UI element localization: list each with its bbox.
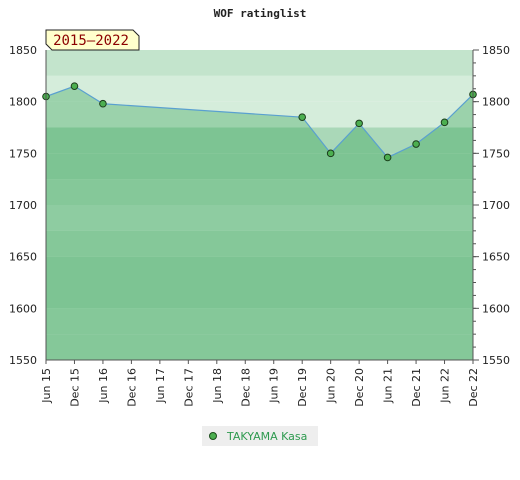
x-tick-label: Dec 20 [353,368,366,407]
y-tick-label: 1600 [482,302,510,315]
y-tick-label: 1750 [9,147,37,160]
y-tick-label: 1850 [482,44,510,57]
x-tick-label: Jun 19 [268,368,281,404]
data-point [70,82,79,90]
x-tick-label: Jun 22 [439,368,452,404]
data-point [99,99,107,108]
data-point [298,113,307,121]
x-tick-label: Dec 19 [296,368,309,407]
y-tick-label: 1600 [9,302,37,315]
x-tick-label: Jun 15 [40,368,53,404]
x-tick-label: Jun 18 [211,368,224,404]
y-tick-label: 1650 [9,251,37,264]
x-tick-label: Dec 21 [410,368,423,407]
x-tick-label: Jun 20 [325,368,338,404]
band [46,50,473,76]
area-above-line [46,50,473,158]
x-tick-label: Dec 17 [182,368,195,407]
rating-line [45,85,474,159]
data-points [42,82,477,162]
badge-label: 2015–2022 [53,33,129,49]
data-point [383,153,392,162]
y-tick-label: 1800 [482,96,510,109]
y-tick-label: 1650 [482,251,510,264]
x-tick-label: Dec 16 [125,368,138,407]
x-tick-label: Dec 18 [239,368,252,407]
chart-title: WOF ratinglist [214,7,307,20]
data-point [355,119,363,128]
x-tick-label: Jun 16 [97,368,110,404]
x-tick-label: Jun 21 [382,368,395,404]
y-tick-label: 1700 [482,199,510,212]
legend-label: TAKYAMA Kasa [226,430,307,443]
legend-box [202,426,318,446]
data-point [326,149,335,158]
period-badge: 2015–2022 [45,29,140,51]
data-point [440,118,449,127]
y-tick-label: 1700 [9,199,37,212]
y-tick-label: 1550 [482,354,510,367]
legend-marker [209,432,217,440]
y-axis-left: 1550 1600 1650 1700 1750 1800 1850 [9,44,37,367]
x-tick-label: Dec 15 [68,368,81,407]
y-tick-label: 1550 [9,354,37,367]
x-tick-label: Dec 22 [467,368,480,407]
y-tick-label: 1800 [9,96,37,109]
x-tick-label: Jun 17 [154,368,167,404]
legend: TAKYAMA Kasa [202,426,318,446]
y-axis-right: 1550 1600 1650 1700 1750 1800 1850 [473,44,510,367]
rating-area [46,86,473,361]
band [46,75,473,102]
y-tick-label: 1750 [482,147,510,160]
y-tick-label: 1850 [9,44,37,57]
data-point [412,140,420,148]
x-axis: Jun 15 Dec 15 Jun 16 Dec 16 Jun 17 Dec 17 Jun … [40,360,480,407]
badge-box [45,29,140,51]
